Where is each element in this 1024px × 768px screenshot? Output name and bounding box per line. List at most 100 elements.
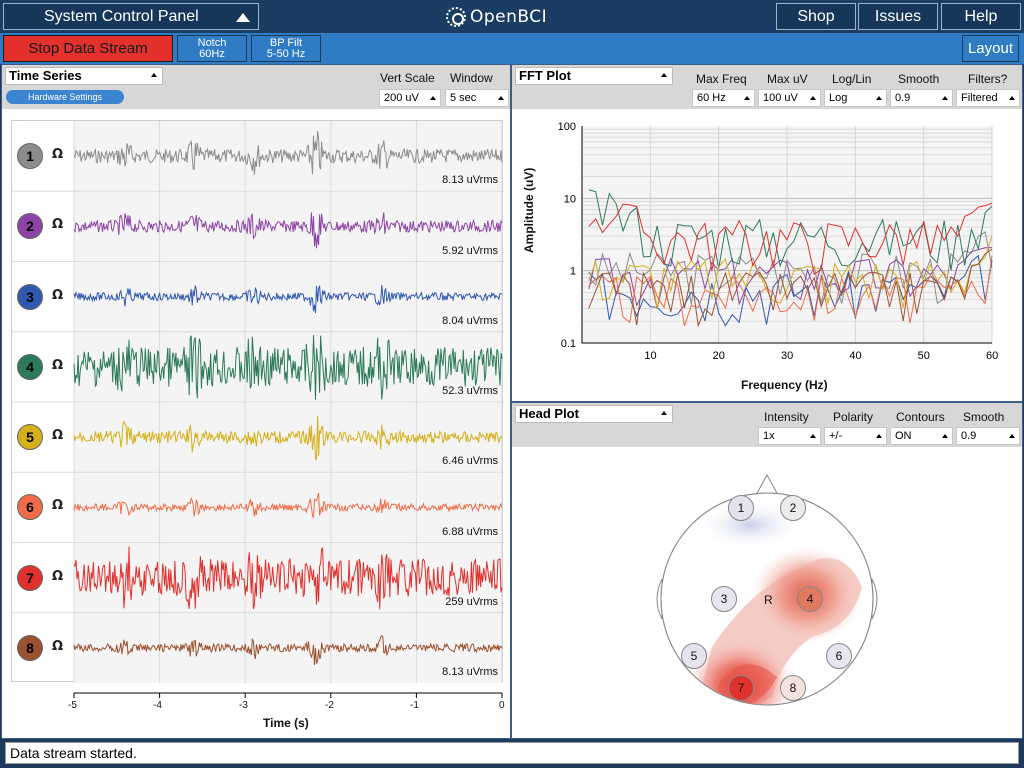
max-freq-dropdown[interactable]: 60 Hz <box>692 89 755 107</box>
dropdown-caret-icon <box>810 96 816 100</box>
dropdown-caret-icon <box>942 434 948 438</box>
max-uv-value: 100 uV <box>763 92 798 104</box>
time-tick: -2 <box>325 700 334 711</box>
fft-x-tick: 60 <box>986 350 998 362</box>
impedance-ohm-icon[interactable]: Ω <box>52 357 64 373</box>
notch-label: Notch <box>197 37 227 49</box>
intensity-value: 1x <box>763 430 775 442</box>
dropdown-caret-icon <box>810 434 816 438</box>
max-uv-dropdown[interactable]: 100 uV <box>758 89 821 107</box>
head-plot-widget-select[interactable]: Head Plot <box>515 405 673 423</box>
head-plot-title: Head Plot <box>519 406 579 421</box>
time-axis-label: Time (s) <box>263 716 309 730</box>
issues-button[interactable]: Issues <box>858 3 938 30</box>
time-tick: -4 <box>153 700 162 711</box>
window-dropdown[interactable]: 5 sec <box>445 89 509 107</box>
time-series-widget-select[interactable]: Time Series <box>5 67 163 85</box>
fft-series-8 <box>588 248 993 328</box>
impedance-ohm-icon[interactable]: Ω <box>52 287 64 303</box>
channel-4-toggle[interactable]: 4 <box>17 353 43 380</box>
filters-label: Filters? <box>968 72 1008 86</box>
time-axis-line <box>73 692 503 698</box>
time-series-title: Time Series <box>9 68 82 83</box>
fft-smooth-dropdown[interactable]: 0.9 <box>890 89 953 107</box>
bpfilt-label: BP Filt <box>269 37 303 49</box>
time-axis: -5 -4 -3 -2 -1 0 Time (s) <box>2 682 512 740</box>
channel-5-toggle[interactable]: 5 <box>17 424 43 451</box>
logo-text: OpenBCI <box>470 7 548 27</box>
bandpass-filter-button[interactable]: BP Filt 5-50 Hz <box>251 35 321 62</box>
fft-series-7 <box>588 202 993 276</box>
fft-y-tick: 10 <box>564 193 576 205</box>
layout-button[interactable]: Layout <box>962 35 1019 62</box>
contours-dropdown[interactable]: ON <box>890 427 953 445</box>
impedance-ohm-icon[interactable]: Ω <box>52 428 64 444</box>
polarity-value: +/- <box>829 430 843 442</box>
filters-dropdown[interactable]: Filtered <box>956 89 1020 107</box>
fft-widget-select[interactable]: FFT Plot <box>515 67 673 85</box>
stop-data-stream-button[interactable]: Stop Data Stream <box>3 35 173 62</box>
notch-filter-button[interactable]: Notch 60Hz <box>177 35 247 62</box>
impedance-ohm-icon[interactable]: Ω <box>52 147 64 163</box>
channel-3-uvrms: 8.04 uVrms <box>442 314 498 327</box>
vert-scale-label: Vert Scale <box>380 71 435 85</box>
dropdown-caret-icon <box>661 73 667 77</box>
head-smooth-value: 0.9 <box>961 430 977 442</box>
log-lin-dropdown[interactable]: Log <box>824 89 887 107</box>
dropdown-caret-icon <box>876 96 882 100</box>
dropdown-caret-icon <box>876 434 882 438</box>
fft-title: FFT Plot <box>519 68 571 83</box>
channel-3-toggle[interactable]: 3 <box>17 283 43 310</box>
fft-x-tick: 10 <box>644 350 656 362</box>
channel-7-toggle[interactable]: 7 <box>17 564 43 591</box>
channel-2-trace <box>73 212 503 249</box>
time-series-subheader: Hardware Settings 200 uV 5 sec <box>2 87 510 109</box>
head-smooth-dropdown[interactable]: 0.9 <box>956 427 1020 445</box>
channel-2-toggle[interactable]: 2 <box>17 213 43 240</box>
channel-8-uvrms: 8.13 uVrms <box>442 666 498 678</box>
channel-6-toggle[interactable]: 6 <box>17 494 43 521</box>
dropdown-caret-icon <box>1009 96 1015 100</box>
system-control-panel-button[interactable]: System Control Panel <box>3 3 259 30</box>
channel-5-uvrms: 6.46 uVrms <box>442 455 498 468</box>
electrode-3: 3 <box>711 586 737 612</box>
dropdown-caret-icon <box>498 96 504 100</box>
polarity-dropdown[interactable]: +/- <box>824 427 887 445</box>
hardware-settings-button[interactable]: Hardware Settings <box>6 90 124 104</box>
channel-1-toggle[interactable]: 1 <box>17 143 43 170</box>
fft-x-axis-label: Frequency (Hz) <box>741 378 828 392</box>
fft-axes <box>581 126 992 344</box>
impedance-ohm-icon[interactable]: Ω <box>52 568 64 584</box>
max-freq-value: 60 Hz <box>697 92 726 104</box>
time-series-plot-area: 1 Ω 8.13 uVrms 2 Ω 5.92 uVrms 3 Ω 8.04 uVrms 4 Ω 52… <box>11 120 504 683</box>
shop-button[interactable]: Shop <box>776 3 856 30</box>
vert-scale-dropdown[interactable]: 200 uV <box>379 89 441 107</box>
window-label: Window <box>450 71 493 85</box>
contours-value: ON <box>895 430 912 442</box>
impedance-ohm-icon[interactable]: Ω <box>52 217 64 233</box>
nose <box>755 473 779 496</box>
fft-y-axis-label: Amplitude (uV) <box>522 167 536 253</box>
electrode-2: 2 <box>780 495 806 521</box>
time-tick: -5 <box>68 700 77 711</box>
electrode-5: 5 <box>681 643 707 669</box>
impedance-ohm-icon[interactable]: Ω <box>52 498 64 514</box>
log-lin-value: Log <box>829 92 848 104</box>
channel-8-toggle[interactable]: 8 <box>17 634 43 661</box>
dropdown-caret-icon <box>744 96 750 100</box>
time-tick: -3 <box>239 700 248 711</box>
impedance-ohm-icon[interactable]: Ω <box>52 638 64 654</box>
dropdown-caret-icon <box>942 96 948 100</box>
electrode-8: 8 <box>780 675 806 701</box>
time-tick: -1 <box>410 700 419 711</box>
max-uv-label: Max uV <box>767 72 808 86</box>
fft-series-5 <box>588 235 993 308</box>
head-map: R <box>656 473 878 706</box>
channel-4-trace <box>73 335 503 400</box>
electrode-4: 4 <box>797 586 823 612</box>
intensity-dropdown[interactable]: 1x <box>758 427 821 445</box>
help-button[interactable]: Help <box>941 3 1021 30</box>
time-series-panel: Time Series Vert Scale Window Hardware S… <box>1 64 511 739</box>
channel-2-uvrms: 5.92 uVrms <box>442 244 498 257</box>
time-tick: 0 <box>499 700 505 711</box>
